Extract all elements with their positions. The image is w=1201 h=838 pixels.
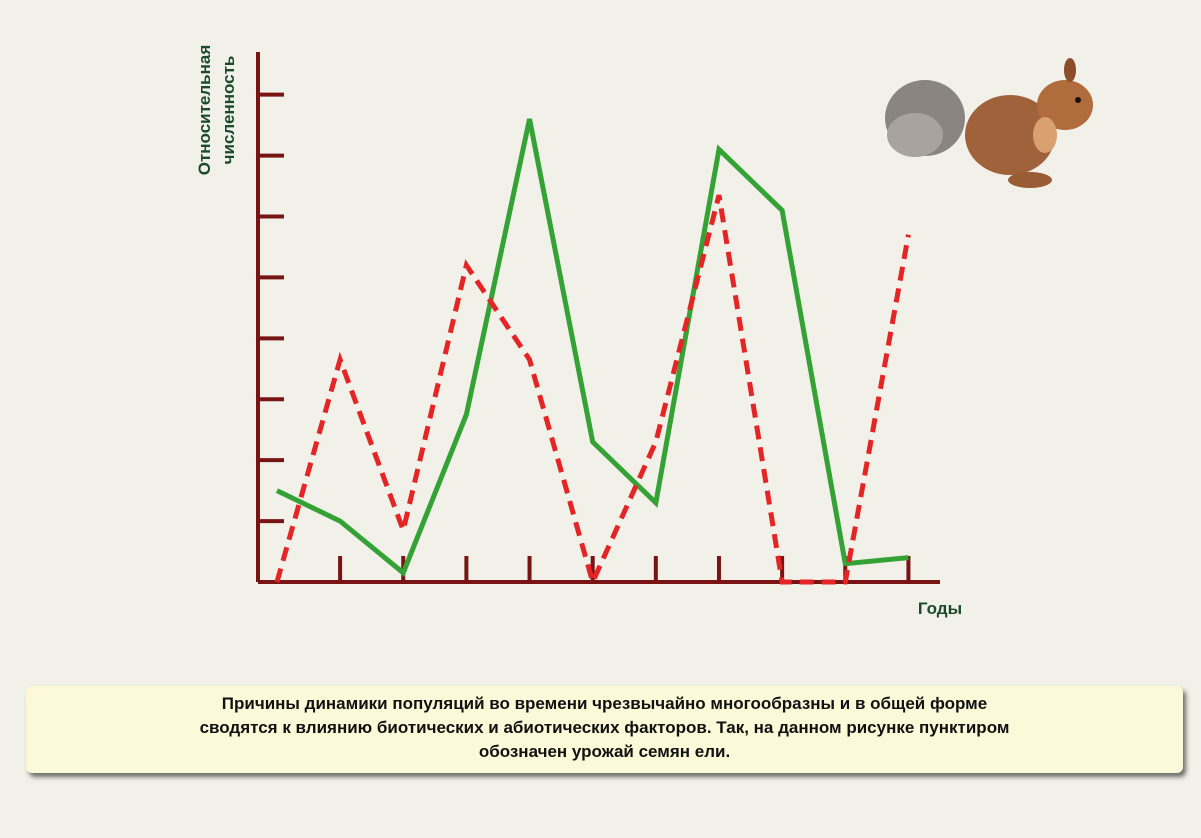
y-axis-title: Относительная (195, 45, 214, 176)
x-axis-title: Годы (918, 599, 962, 618)
slide: Относительная численность Годы Причины д… (0, 0, 1201, 838)
caption-line: Причины динамики популяций во времени чр… (26, 692, 1183, 716)
series-line (277, 119, 908, 573)
caption-line: обозначен урожай семян ели. (26, 740, 1183, 764)
chart: Относительная численность Годы (0, 0, 1201, 680)
caption-line: сводятся к влиянию биотических и абиотич… (26, 716, 1183, 740)
caption-box: Причины динамики популяций во времени чр… (26, 686, 1183, 773)
squirrel-illustration (885, 58, 1093, 188)
y-axis-title: численность (219, 56, 238, 165)
